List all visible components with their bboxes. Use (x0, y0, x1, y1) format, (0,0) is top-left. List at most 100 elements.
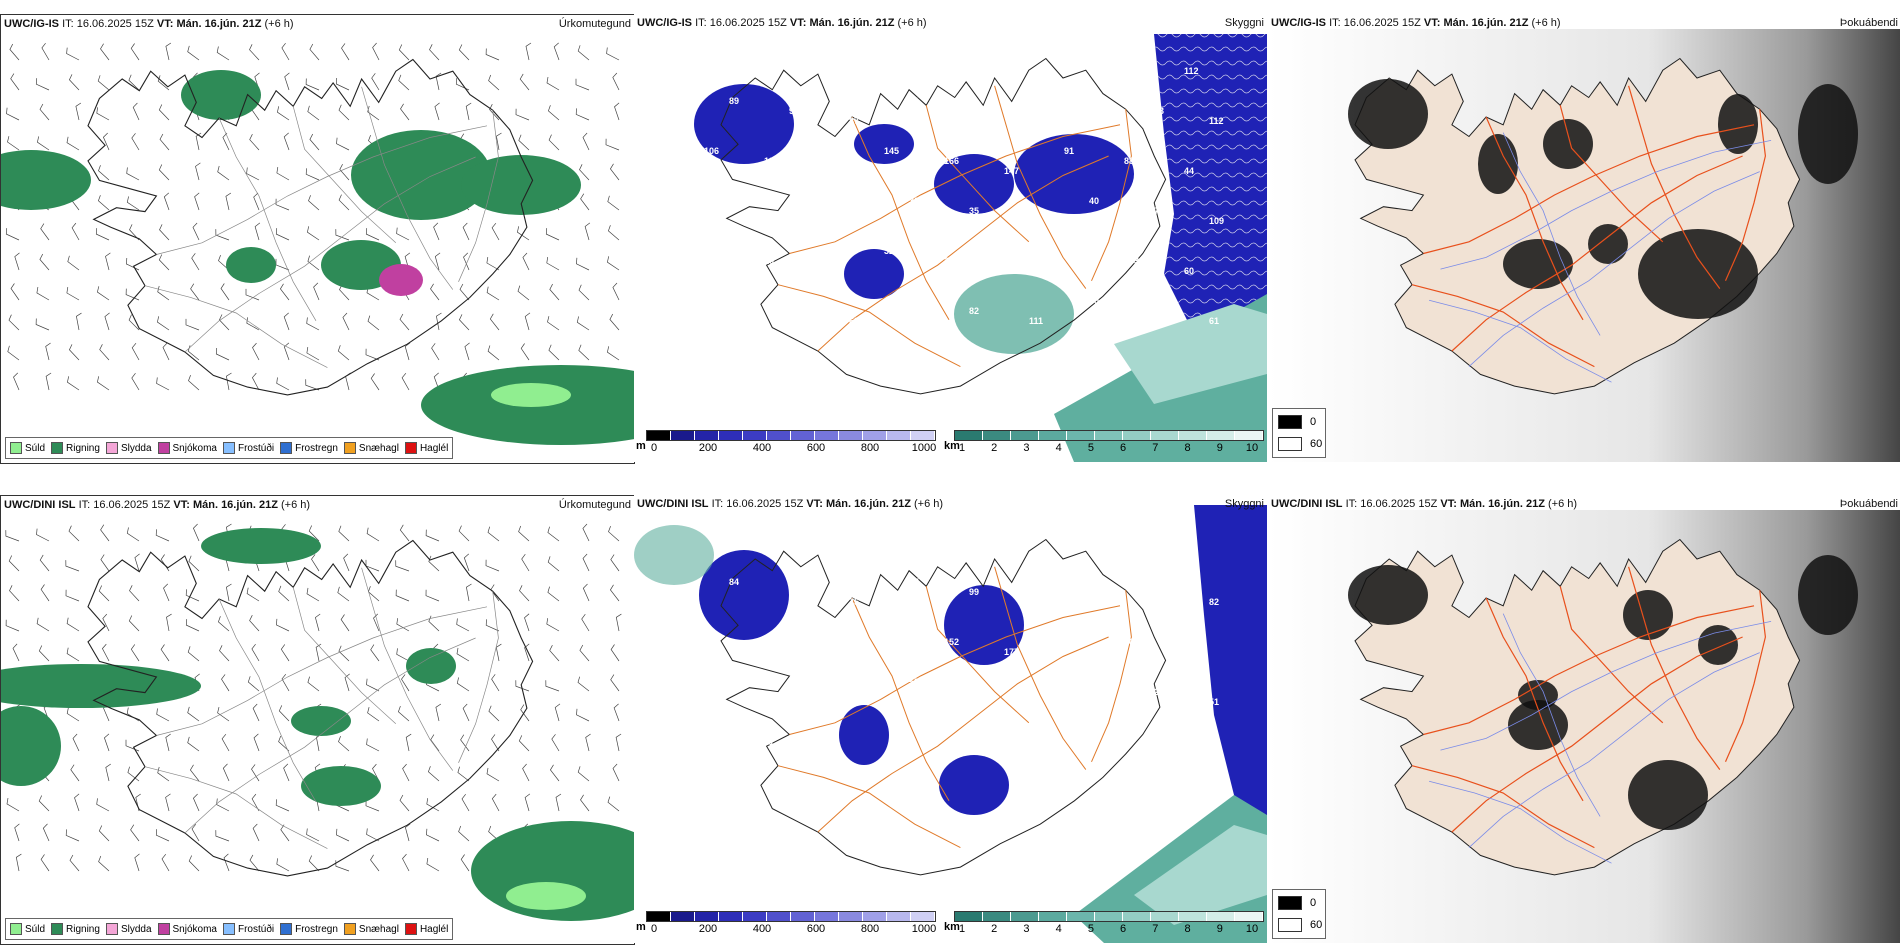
legend-item: Snæhagl (343, 923, 399, 935)
visibility-value: 144 (884, 627, 899, 637)
colorbar-tick: 8 (1184, 442, 1191, 454)
panel-fog-row1: 0 60 UWC/IG-IS IT: 16.06.2025 15Z VT: Mán… (1268, 14, 1900, 462)
legend-swatch (105, 923, 118, 935)
visibility-value: 189 (824, 547, 839, 557)
panel-precip-row2: Súld Rigning Slydda Snjókoma Frostúði Frostre… (0, 495, 635, 945)
colorbar-metres: m 0 200 400 600 800 1000 (636, 430, 936, 458)
visibility-value: 93 (1029, 116, 1039, 126)
legend-swatch (343, 923, 356, 935)
visibility-value: 63 (849, 316, 859, 326)
visibility-value: 75 (849, 597, 859, 607)
colorbar-tick: 10 (1245, 923, 1259, 935)
colorbar-tick: 3 (1023, 923, 1030, 935)
visibility-value: 73 (1149, 306, 1159, 316)
legend-swatch (51, 923, 64, 935)
visibility-value: 108 (1089, 96, 1104, 106)
colorbar-tick: 1 (958, 923, 966, 935)
colorbar-tick: 600 (806, 923, 826, 935)
colorbar-tick: 0 (650, 923, 658, 935)
rain-area (406, 648, 456, 684)
fog-legend-swatch (1278, 437, 1302, 451)
low-vis-area (1194, 505, 1267, 855)
precip-legend: Súld Rigning Slydda Snjókoma Frostúði Frostre… (5, 437, 454, 459)
legend-label: Súld (25, 442, 46, 454)
visibility-value: 30 (909, 196, 919, 206)
panel-precip-row1: Súld Rigning Slydda Snjókoma Frostúði Frostre… (0, 14, 635, 464)
rain-area (1, 664, 201, 708)
colorbar-tick: 2 (991, 923, 998, 935)
legend-item: Haglél (404, 442, 449, 454)
rain-area (226, 247, 276, 283)
visibility-value: 60 (1124, 637, 1134, 647)
colorbar-strip (954, 430, 1264, 441)
legend-swatch (404, 923, 417, 935)
fog-core (1478, 134, 1518, 194)
visibility-value: 227 (1064, 246, 1079, 256)
rain-area (461, 155, 581, 215)
legend-label: Frostregn (295, 923, 338, 935)
legend-swatch (157, 923, 170, 935)
colorbar-tick: 200 (698, 442, 718, 454)
fog-legend: 0 60 (1272, 408, 1326, 458)
visibility-value: 124 (824, 66, 839, 76)
visibility-value: 195 (764, 537, 779, 547)
fog-legend-swatch (1278, 896, 1302, 910)
colorbar-metres: m 0 200 400 600 800 1000 (636, 911, 936, 939)
legend-label: Snæhagl (358, 923, 399, 935)
legend-item: Frostregn (280, 923, 338, 935)
fog-core (1628, 760, 1708, 830)
fog-core (1798, 555, 1858, 635)
visibility-value: 109 (1209, 216, 1224, 226)
visibility-value: 145 (884, 146, 899, 156)
visibility-value: 183 (1124, 256, 1139, 266)
colorbar-tick: 10 (1245, 442, 1259, 454)
legend-swatch (280, 442, 293, 454)
visibility-value: 102 (1029, 597, 1044, 607)
visibility-value: 70 (1064, 627, 1074, 637)
visibility-value: 12 (824, 747, 834, 757)
visibility-value: 80 (764, 356, 774, 366)
colorbar-tick: 9 (1216, 442, 1223, 454)
legend-label: Rigning (66, 442, 100, 454)
colorbar-unit: km (944, 921, 960, 933)
fog-indicator-map (1268, 510, 1900, 943)
visibility-value: 104 (1089, 577, 1104, 587)
colorbar-tick: 1 (958, 442, 966, 454)
drizzle-area (506, 882, 586, 910)
fog-legend-label: 0 (1310, 416, 1317, 428)
snow-area (379, 264, 423, 296)
fog-legend-swatch (1278, 415, 1302, 429)
legend-item: Slydda (105, 923, 152, 935)
colorbar-strip (646, 911, 936, 922)
visibility-value: 89 (1124, 537, 1134, 547)
visibility-value: 99 (969, 587, 979, 597)
visibility-value: 91 (909, 296, 919, 306)
legend-swatch (105, 442, 118, 454)
panel-vis-row1: 158 124 124 105 87 92 86 81 112 89 99 87 91 108 93 108 1… (634, 14, 1267, 462)
legend-label: Haglél (419, 442, 449, 454)
colorbar-tick: 6 (1120, 442, 1127, 454)
legend-item: Rigning (51, 923, 100, 935)
legend-label: Slydda (120, 923, 152, 935)
visibility-value: 31 (764, 737, 774, 747)
visibility-value: 60 (1184, 266, 1194, 276)
visibility-value: 166 (944, 156, 959, 166)
visibility-value: 84 (1064, 527, 1074, 537)
rain-area (291, 706, 351, 736)
colorbar-tick: 400 (752, 923, 772, 935)
fog-core (1543, 119, 1593, 169)
visibility-value: 69 (729, 196, 739, 206)
visibility-value: 86 (789, 587, 799, 597)
visibility-value: 27 (1149, 206, 1159, 216)
visibility-value: 82 (1209, 597, 1219, 607)
visibility-value: 51 (1209, 697, 1219, 707)
visibility-value: 108 (969, 106, 984, 116)
visibility-value: 105 (789, 306, 804, 316)
fog-legend: 0 60 (1272, 889, 1326, 939)
rain-area (201, 528, 321, 564)
visibility-value: 256 (1004, 266, 1019, 276)
visibility-value: 10 (849, 216, 859, 226)
visibility-value: 61 (1209, 316, 1219, 326)
colorbar-tick: 7 (1152, 923, 1159, 935)
